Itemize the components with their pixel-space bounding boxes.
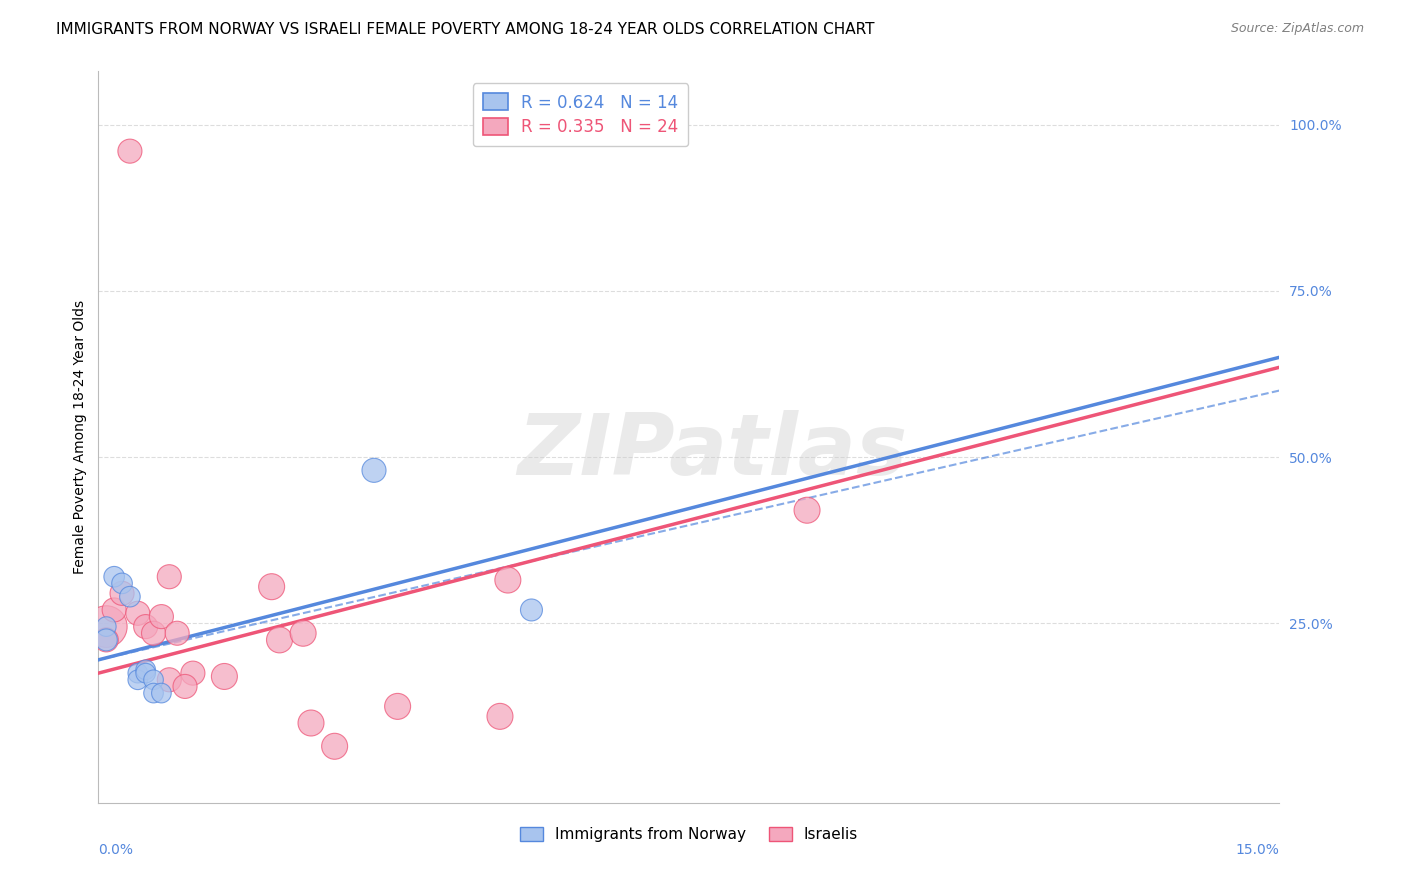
Point (135, 666, 157, 681)
Text: ZIPatlas: ZIPatlas (517, 410, 908, 493)
Point (111, 586, 134, 600)
Point (387, 699, 409, 714)
Point (214, 669, 236, 683)
Legend: Immigrants from Norway, Israelis: Immigrants from Norway, Israelis (512, 820, 866, 850)
Text: Source: ZipAtlas.com: Source: ZipAtlas.com (1230, 22, 1364, 36)
Point (174, 680, 197, 694)
Point (127, 666, 149, 681)
Y-axis label: Female Poverty Among 18-24 Year Olds: Female Poverty Among 18-24 Year Olds (73, 300, 87, 574)
Point (292, 626, 315, 640)
Point (142, 673, 165, 687)
Point (96, 619, 118, 633)
Point (520, 603, 543, 617)
Point (496, 573, 519, 587)
Point (323, 739, 346, 754)
Point (489, 709, 512, 723)
Point (96, 632, 118, 647)
Point (103, 603, 125, 617)
Point (157, 673, 180, 687)
Text: 0.0%: 0.0% (98, 843, 134, 857)
Point (111, 576, 134, 591)
Point (150, 686, 173, 700)
Point (127, 607, 149, 621)
Point (127, 673, 149, 687)
Point (269, 632, 291, 647)
Point (96, 632, 118, 647)
Point (796, 503, 818, 517)
Text: IMMIGRANTS FROM NORWAY VS ISRAELI FEMALE POVERTY AMONG 18-24 YEAR OLDS CORRELATI: IMMIGRANTS FROM NORWAY VS ISRAELI FEMALE… (56, 22, 875, 37)
Point (142, 626, 165, 640)
Text: 15.0%: 15.0% (1236, 843, 1279, 857)
Point (260, 580, 283, 594)
Point (135, 663, 157, 677)
Point (118, 144, 141, 158)
Point (103, 570, 125, 584)
Point (181, 666, 204, 681)
Point (363, 463, 385, 477)
Point (96, 619, 118, 633)
Point (118, 590, 141, 604)
Point (135, 619, 157, 633)
Point (157, 570, 180, 584)
Point (299, 716, 322, 731)
Point (150, 609, 173, 624)
Point (166, 626, 188, 640)
Point (142, 686, 165, 700)
